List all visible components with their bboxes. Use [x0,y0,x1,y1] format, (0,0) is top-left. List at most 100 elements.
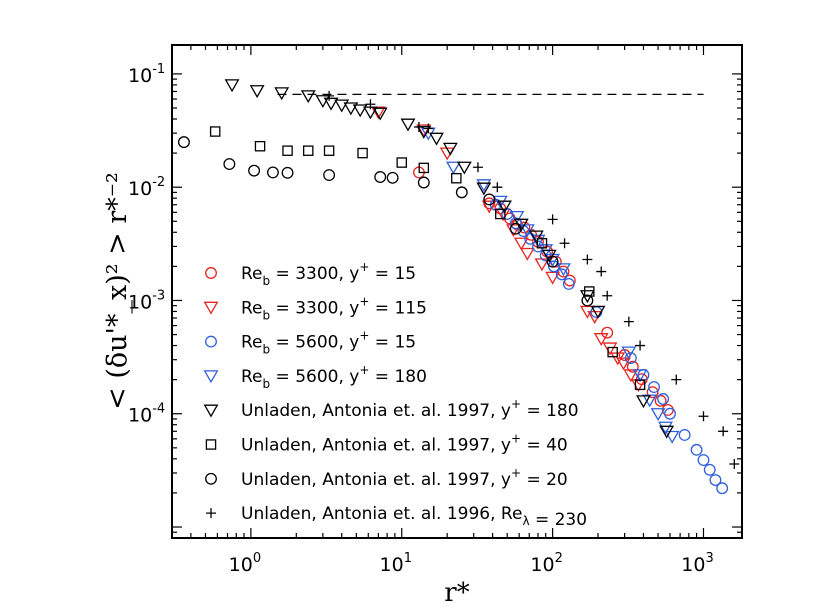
data-point [601,326,614,339]
data-point [492,195,508,209]
data-point [559,238,570,249]
data-point [400,118,416,132]
data-point [323,97,339,111]
legend-marker [206,508,216,519]
data-point [582,254,593,265]
legend-label: Reb = 5600, y+ = 15 [241,329,416,357]
x-tick-label: 102 [530,551,562,576]
legend-item: Unladen, Antonia et. al. 1997, y+ = 180 [203,397,579,421]
legend-label: Unladen, Antonia et. al. 1997, y+ = 40 [241,432,568,456]
data-point [423,123,434,134]
data-point [357,147,368,159]
data-point [370,106,386,120]
axis-ticks [171,45,742,539]
data-point [703,463,716,476]
data-point [698,411,709,422]
data-point [607,346,618,358]
data-point [495,208,506,220]
data-point [483,193,496,206]
legend-marker [205,335,217,348]
data-point [365,99,376,110]
data-point [626,360,639,373]
data-points [177,79,740,495]
data-point [634,379,646,391]
series-8 [324,90,740,470]
x-tick-label: 100 [229,551,261,576]
data-point [429,132,444,146]
data-point [476,182,492,196]
data-point [650,408,666,422]
data-point [476,179,492,193]
data-point [556,263,571,277]
data-point [323,145,335,156]
data-point [616,357,631,371]
data-point [209,126,221,137]
y-tick-label: 10-3 [128,288,165,313]
y-tick-label: 10-1 [128,62,165,87]
data-point [716,482,729,495]
data-point [334,99,350,113]
x-tick-label: 103 [681,551,713,576]
legend-item: Unladen, Antonia et. al. 1996, Reλ = 230 [206,504,587,530]
data-point [635,340,646,351]
data-point [248,164,261,177]
y-tick-label: 10-2 [128,175,165,200]
data-point [664,430,680,444]
data-point [659,425,675,439]
data-point [266,166,279,179]
data-point [481,200,497,214]
data-point [545,271,561,285]
data-point [281,166,294,179]
data-point [623,369,639,383]
data-point [658,421,673,435]
legend-item: Reb = 5600, y+ = 180 [203,363,427,391]
data-point [657,393,670,405]
legend-marker [205,439,217,450]
data-point [386,171,399,184]
data-point [593,333,609,346]
data-point [636,395,651,409]
data-point [729,459,740,470]
series-3 [489,198,729,495]
legend-marker [203,404,219,418]
data-point [678,428,691,441]
plot-frame [171,44,743,539]
data-point [718,426,729,437]
data-point [590,305,606,319]
data-point [492,182,503,193]
legend-item: Reb = 3300, y+ = 115 [203,294,427,322]
data-point [624,352,637,365]
legend-item: Unladen, Antonia et. al. 1997, y+ = 20 [205,466,568,490]
data-point [396,157,408,168]
data-point [513,218,529,232]
legend-item: Reb = 3300, y+ = 15 [205,260,416,288]
data-point [224,79,240,93]
y-tick-labels: 10-4 10-3 10-2 10-1 [128,62,165,427]
data-point [374,171,387,183]
series-7 [177,136,594,307]
data-point [302,145,314,156]
legend-label: Unladen, Antonia et. al. 1997, y+ = 180 [241,397,579,421]
data-point [671,374,682,385]
data-point [509,210,525,224]
data-point [417,176,430,189]
data-point [282,145,293,156]
y-axis-label: < (δu'*_x)² > r*⁻² [102,172,133,410]
data-point [451,172,462,184]
series-5 [224,79,675,439]
data-point [352,104,368,118]
legend-label: Reb = 3300, y+ = 15 [241,260,416,288]
x-tick-labels: 100 101 102 103 [229,551,714,576]
legend-item: Unladen, Antonia et. al. 1997, y+ = 40 [205,432,568,456]
data-point [519,224,535,238]
data-point [528,230,544,244]
data-point [509,222,522,235]
data-point [557,265,570,278]
data-point [623,316,634,327]
series-6 [209,126,646,391]
data-point [654,394,667,407]
data-point [274,87,290,101]
data-point [562,277,575,290]
data-point [513,237,529,251]
